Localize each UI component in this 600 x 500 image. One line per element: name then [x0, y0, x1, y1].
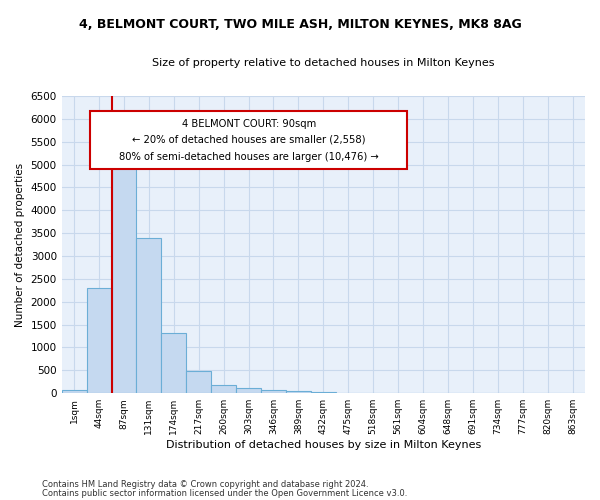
- Text: 80% of semi-detached houses are larger (10,476) →: 80% of semi-detached houses are larger (…: [119, 152, 379, 162]
- FancyBboxPatch shape: [91, 111, 407, 169]
- Text: Contains HM Land Registry data © Crown copyright and database right 2024.: Contains HM Land Registry data © Crown c…: [42, 480, 368, 489]
- Bar: [161, 334, 186, 393]
- Bar: [311, 392, 336, 393]
- Bar: [136, 238, 161, 393]
- Bar: [112, 144, 136, 393]
- Text: Contains public sector information licensed under the Open Government Licence v3: Contains public sector information licen…: [42, 490, 407, 498]
- Bar: [86, 288, 112, 393]
- Bar: [186, 372, 211, 393]
- Bar: [62, 390, 86, 393]
- Text: 4 BELMONT COURT: 90sqm: 4 BELMONT COURT: 90sqm: [182, 118, 316, 128]
- Text: 4, BELMONT COURT, TWO MILE ASH, MILTON KEYNES, MK8 8AG: 4, BELMONT COURT, TWO MILE ASH, MILTON K…: [79, 18, 521, 30]
- Bar: [211, 386, 236, 393]
- Bar: [286, 392, 311, 393]
- Bar: [261, 390, 286, 393]
- Y-axis label: Number of detached properties: Number of detached properties: [15, 162, 25, 326]
- Title: Size of property relative to detached houses in Milton Keynes: Size of property relative to detached ho…: [152, 58, 494, 68]
- Bar: [236, 388, 261, 393]
- X-axis label: Distribution of detached houses by size in Milton Keynes: Distribution of detached houses by size …: [166, 440, 481, 450]
- Text: ← 20% of detached houses are smaller (2,558): ← 20% of detached houses are smaller (2,…: [132, 135, 365, 145]
